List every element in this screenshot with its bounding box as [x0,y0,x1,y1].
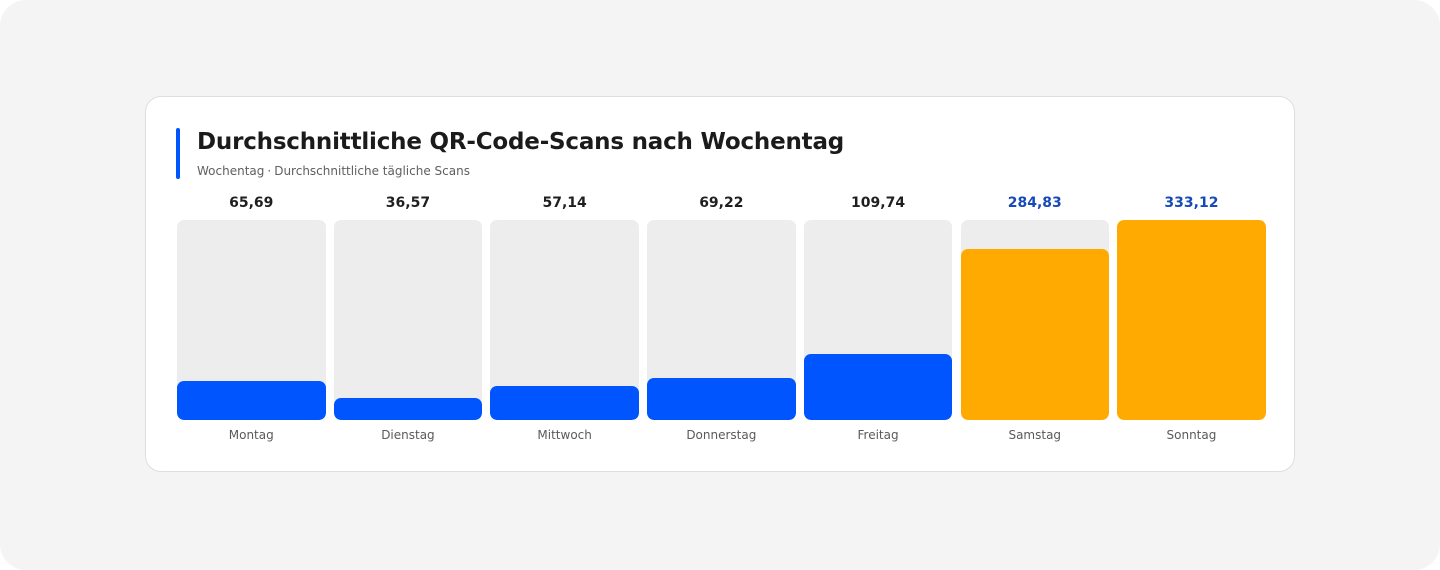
category-label: Freitag [857,428,899,442]
subtitle-y-label: Durchschnittliche tägliche Scans [274,164,470,178]
bar [490,385,639,420]
chart-card: Durchschnittliche QR-Code-Scans nach Woc… [145,96,1295,472]
subtitle-separator: · [267,164,272,178]
bar-value-label: 65,69 [229,195,274,211]
bar-value-label: 57,14 [542,195,587,211]
bar-column: 284,83 Samstag [960,97,1109,473]
category-label: Dienstag [381,428,435,442]
bar [803,354,953,420]
chart-subtitle: Wochentag · Durchschnittliche tägliche Sca… [197,164,470,178]
bar-column: 57,14 Mittwoch [490,97,639,473]
category-label: Donnerstag [686,428,757,442]
bar-column: 109,74 Freitag [803,97,953,473]
bar [333,398,483,420]
title-accent-bar [176,128,180,179]
bar-track [647,220,796,420]
bar [647,378,796,420]
bar-chart-plot: 65,69 Montag 36,57 Dienstag 57,14 Mittwoch 69,… [146,97,1296,473]
category-label: Mittwoch [537,428,592,442]
chart-title: Durchschnittliche QR-Code-Scans nach Woc… [197,129,845,155]
bar-column: 65,69 Montag [177,97,326,473]
bar-value-label: 333,12 [1164,195,1219,211]
bar-column: 36,57 Dienstag [333,97,483,473]
bar-column: 69,22 Donnerstag [647,97,796,473]
bar-value-label: 36,57 [385,195,431,211]
bar-value-label: 69,22 [699,195,744,211]
category-label: Samstag [1008,428,1062,442]
subtitle-x-label: Wochentag [197,164,265,178]
bar-track [177,220,326,420]
bar-column: 333,12 Sonntag [1117,97,1266,473]
bar-value-label: 284,83 [1007,195,1062,211]
bar-track [490,220,639,420]
category-label: Sonntag [1166,428,1217,442]
bar-track [333,220,483,420]
bar-track [803,220,953,420]
category-label: Montag [228,428,274,442]
bar [1117,220,1266,420]
bar [177,380,326,420]
bar-value-label: 109,74 [851,195,906,211]
bar [960,249,1109,420]
bar-track [960,220,1109,420]
bar-track [1117,220,1266,420]
